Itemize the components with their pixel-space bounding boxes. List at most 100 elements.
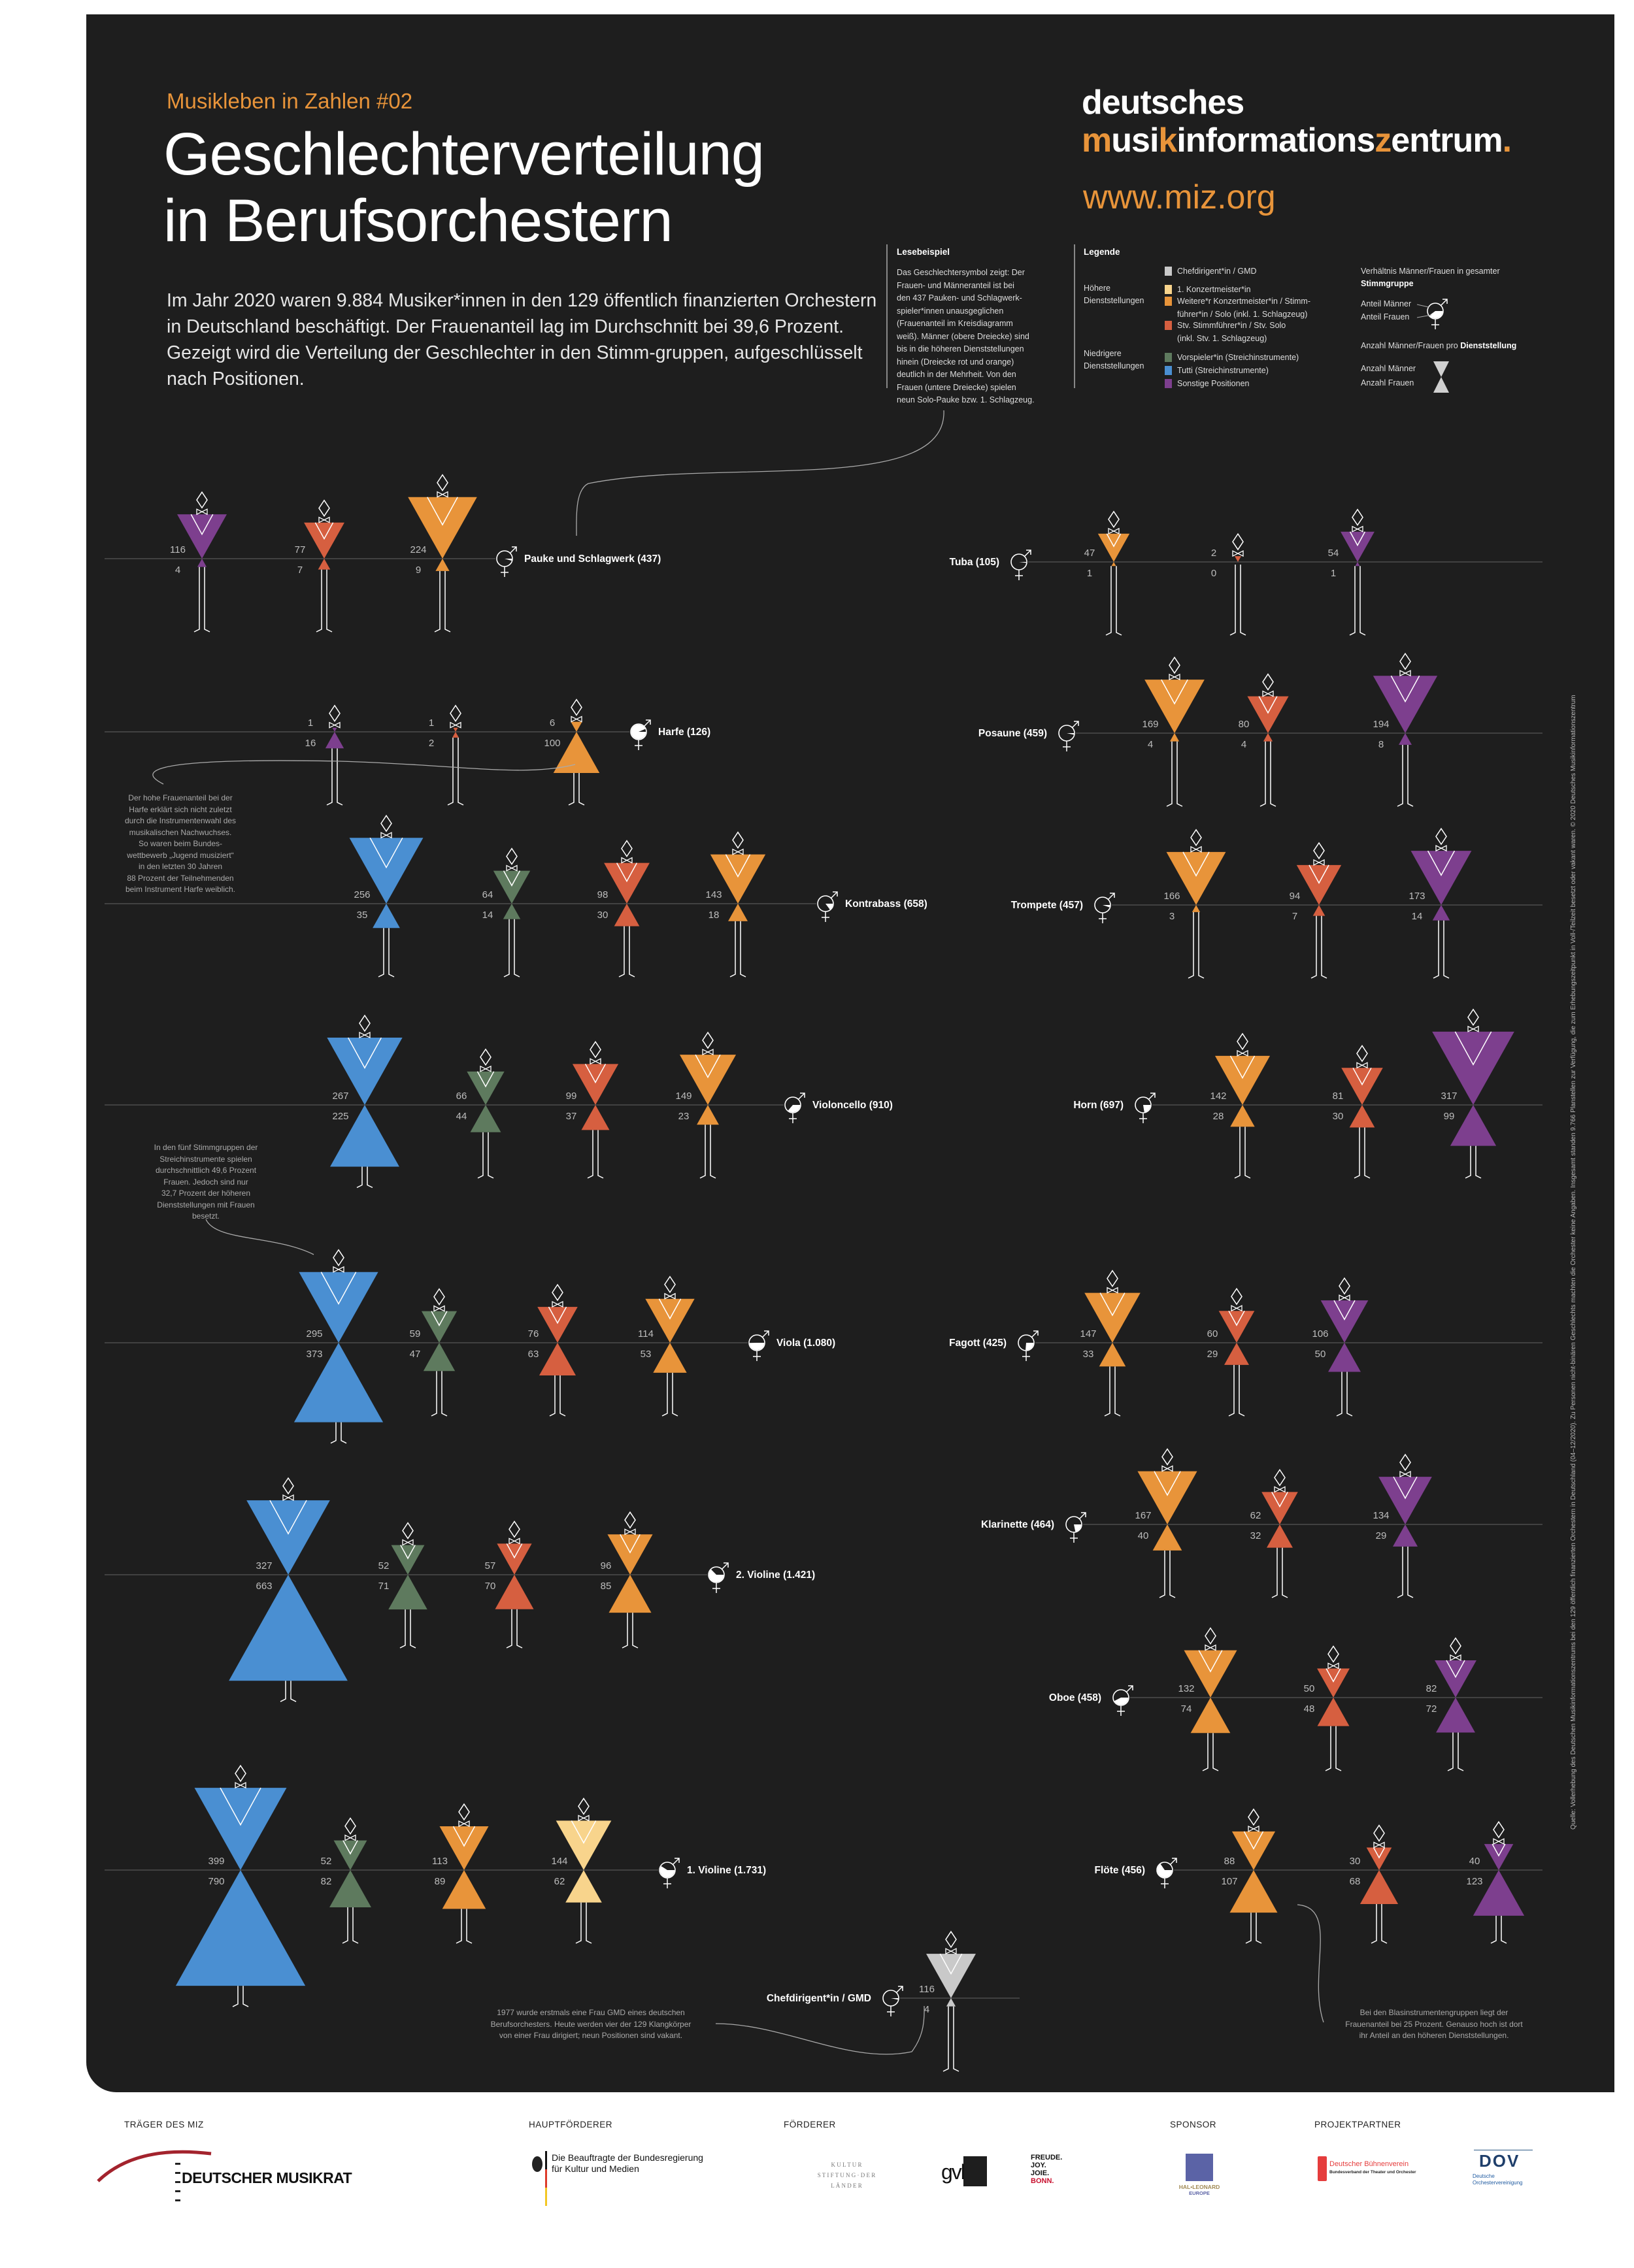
bkm-logo[interactable]: Die Beauftragte der Bundesregierung für … <box>531 2150 727 2209</box>
women-triangle <box>442 1870 486 1909</box>
bow-tie-icon <box>329 721 341 729</box>
legs-icon <box>1228 1364 1245 1417</box>
female-cross-icon <box>1431 319 1439 329</box>
men-triangle <box>1317 1668 1350 1698</box>
head-icon <box>458 1803 470 1821</box>
collar-icon <box>1258 696 1278 714</box>
women-count: 53 <box>641 1349 652 1360</box>
gvl-logo[interactable]: gvl <box>941 2156 987 2186</box>
men-triangle <box>1214 1055 1271 1105</box>
musician-figure-stv: 777 <box>295 499 344 633</box>
collar-icon <box>584 1063 607 1084</box>
male-arrow-icon <box>1071 721 1079 729</box>
collar-icon <box>400 1545 416 1560</box>
musician-figure-weitere: 149 23 <box>675 1031 737 1179</box>
musician-figure-sonstige: 173 14 <box>1409 827 1472 979</box>
men-count: 80 <box>1239 719 1250 730</box>
head-icon <box>1493 1820 1505 1839</box>
bow-tie-icon <box>1339 1294 1350 1302</box>
legend-men-triangle <box>1433 361 1449 377</box>
men-triangle <box>1084 1292 1141 1343</box>
men-triangle <box>645 1298 695 1343</box>
bow-tie-icon <box>702 1049 714 1056</box>
women-share-wedge <box>709 1570 724 1583</box>
instrument-group-label: Chefdirigent*in / GMD <box>767 1993 871 2004</box>
women-triangle <box>609 1575 652 1613</box>
bow-tie-icon <box>402 1539 414 1546</box>
women-count: 48 <box>1304 1703 1315 1715</box>
male-arrow-icon <box>1078 1512 1086 1520</box>
women-count: 373 <box>306 1349 322 1360</box>
women-share-wedge <box>825 904 833 910</box>
women-count: 47 <box>410 1349 421 1360</box>
buehnenverein-logo[interactable]: Deutscher Bühnenverein Bundesverband der… <box>1318 2156 1435 2189</box>
hal-leonard-logo[interactable]: HAL•LEONARD EUROPE <box>1170 2154 1229 2196</box>
legs-icon <box>622 1613 639 1649</box>
legs-icon <box>661 1372 678 1417</box>
legend-item-label: Stv. Stimmführer*in / Stv. Solo (inkl. S… <box>1177 321 1286 343</box>
federal-eagle-icon <box>532 2151 547 2206</box>
women-count: 4 <box>1241 739 1246 750</box>
musician-figure-sonstige: 134 29 <box>1373 1453 1432 1598</box>
women-count: 82 <box>321 1876 332 1887</box>
dov-logo[interactable]: DOV Deutsche Orchestervereinigung <box>1467 2150 1539 2195</box>
women-share-wedge <box>788 1105 801 1113</box>
women-triangle <box>728 904 748 921</box>
legs-icon <box>1202 1733 1219 1771</box>
men-triangle <box>710 854 766 904</box>
women-triangle <box>653 1343 687 1373</box>
men-count: 88 <box>1224 1856 1235 1867</box>
women-triangle <box>1192 905 1201 912</box>
legs-icon <box>503 919 520 978</box>
men-triangle <box>607 1534 653 1575</box>
instrument-group-row: 142 28 81 30 317 99 Horn (697) <box>1073 1008 1542 1179</box>
men-count: 76 <box>528 1328 539 1339</box>
bow-tie-icon <box>1467 1025 1479 1032</box>
head-icon <box>945 1930 957 1948</box>
women-triangle <box>1263 733 1273 742</box>
bonn-logo[interactable]: FREUDE. JOY. JOIE. BONN. <box>1031 2154 1063 2185</box>
legs-icon <box>1354 1127 1371 1179</box>
bow-tie-icon <box>578 1815 590 1822</box>
women-triangle <box>329 1870 371 1908</box>
musician-figure-weitere: 47 1 <box>1084 510 1130 636</box>
legs-icon <box>587 1130 604 1179</box>
website-link[interactable]: www.miz.org <box>1083 178 1276 216</box>
men-triangle <box>1231 1831 1276 1870</box>
collar-icon <box>1326 1668 1341 1683</box>
head-icon <box>1107 1270 1118 1287</box>
women-count: 71 <box>378 1581 390 1592</box>
bow-tie-icon <box>1399 1471 1411 1478</box>
legs-icon <box>1229 565 1246 636</box>
head-icon <box>1327 1645 1339 1663</box>
musician-figure-vorspieler: 64 14 <box>482 847 531 978</box>
head-icon <box>506 847 518 865</box>
men-triangle <box>926 1954 976 1998</box>
head-icon <box>329 704 341 723</box>
kulturstiftung-logo[interactable]: K U L T U R S T I F T U N G · D E R L Ä … <box>817 2161 876 2189</box>
collar-icon <box>1161 679 1188 705</box>
women-count: 7 <box>1292 911 1297 922</box>
legend-item-label: Vorspieler*in (Streichinstrumente) <box>1177 353 1299 362</box>
deutscher-musikrat-logo[interactable]: DEUTSCHER MUSIKRAT <box>97 2150 358 2209</box>
collar-icon <box>314 522 334 540</box>
men-count: 40 <box>1469 1856 1480 1867</box>
head-icon <box>509 1520 520 1538</box>
instrument-group-label: 1. Violine (1.731) <box>687 1865 766 1876</box>
male-arrow-icon <box>1125 1685 1133 1693</box>
legs-icon <box>356 1166 373 1189</box>
reading-example-text: Das Geschlechtersymbol zeigt: Der Frauen… <box>897 268 1035 404</box>
legs-icon <box>1490 1915 1507 1944</box>
men-triangle <box>1166 851 1226 905</box>
musician-figure-tutti: 399 790 <box>175 1764 306 2007</box>
men-triangle <box>1341 531 1375 562</box>
logo-line1: deutsches <box>1082 84 1244 122</box>
women-count: 99 <box>1444 1111 1455 1122</box>
women-count: 107 <box>1221 1876 1237 1887</box>
instrument-group-row: 399 790 52 82 113 89 144 62 1. Violine (1.731) <box>105 1764 766 2007</box>
women-count: 4 <box>924 2004 929 2015</box>
men-count: 2 <box>1211 548 1216 559</box>
instrument-group-label: Harfe (126) <box>658 727 710 738</box>
musician-figure-weitere: 224 9 <box>408 474 477 633</box>
